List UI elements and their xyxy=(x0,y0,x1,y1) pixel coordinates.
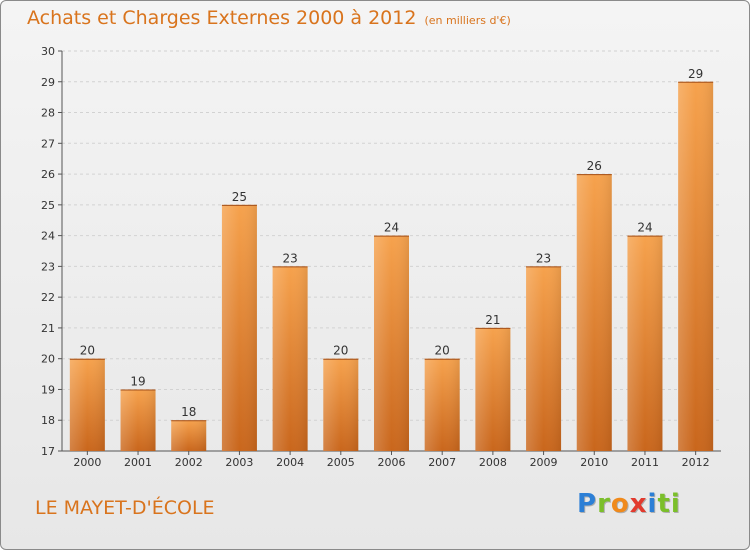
x-tick-label: 2000 xyxy=(73,456,101,469)
bar-shine xyxy=(171,420,207,451)
data-label: 23 xyxy=(536,251,551,265)
y-tick-label: 21 xyxy=(41,322,55,335)
data-label: 20 xyxy=(435,344,450,358)
commune-name: LE MAYET-D'ÉCOLE xyxy=(35,497,215,519)
bar-shine xyxy=(272,266,308,451)
x-tick-label: 2012 xyxy=(682,456,710,469)
y-tick-label: 25 xyxy=(41,199,55,212)
bar-shine xyxy=(374,235,409,451)
bar-shine xyxy=(526,266,562,451)
data-label: 21 xyxy=(485,313,500,327)
bar-shine xyxy=(221,204,257,451)
data-label: 19 xyxy=(130,374,145,388)
label-layer: 20 19 18 25 23 20 24 20 21 23 26 24 29 xyxy=(80,67,704,419)
x-tick-label: 2001 xyxy=(124,456,152,469)
data-label: 24 xyxy=(384,221,399,235)
y-tick-label: 24 xyxy=(41,230,55,243)
y-tick-label: 22 xyxy=(41,291,55,304)
logo-letter: P xyxy=(577,489,598,519)
data-label: 23 xyxy=(282,251,297,265)
x-tick-label: 2005 xyxy=(327,456,355,469)
data-label: 20 xyxy=(80,344,95,358)
logo-letter: i xyxy=(647,489,658,519)
data-label: 24 xyxy=(637,221,652,235)
x-tick-label: 2011 xyxy=(631,456,659,469)
x-tick-label: 2002 xyxy=(175,456,203,469)
x-tick-label: 2010 xyxy=(580,456,608,469)
bar-shine xyxy=(475,327,511,451)
x-tick-label: 2004 xyxy=(276,456,304,469)
logo-letter: x xyxy=(629,489,648,519)
x-tick-label: 2006 xyxy=(378,456,406,469)
chart-title-text: Achats et Charges Externes 2000 à 2012 xyxy=(27,7,417,29)
y-tick-label: 23 xyxy=(41,260,55,273)
y-tick-label: 17 xyxy=(41,445,55,458)
bar-shine xyxy=(424,358,460,451)
y-tick-label: 28 xyxy=(41,107,55,120)
x-tick-label: 2003 xyxy=(225,456,253,469)
logo-letter: ti xyxy=(657,489,681,519)
y-tick-label: 19 xyxy=(41,383,55,396)
data-label: 20 xyxy=(333,344,348,358)
data-label: 25 xyxy=(232,190,247,204)
y-tick-label: 29 xyxy=(41,76,55,89)
data-label: 26 xyxy=(587,159,602,173)
bar-shine xyxy=(576,174,612,452)
y-tick-label: 26 xyxy=(41,168,55,181)
y-tick-label: 30 xyxy=(41,45,55,58)
data-label: 18 xyxy=(181,405,196,419)
data-label: 29 xyxy=(688,67,703,81)
x-tick-label: 2007 xyxy=(428,456,456,469)
x-tick-label: 2008 xyxy=(479,456,507,469)
y-tick-label: 27 xyxy=(41,137,55,150)
bar-shine xyxy=(627,235,663,451)
proxiti-logo: Proxiti xyxy=(577,489,681,519)
x-tick-label: 2009 xyxy=(530,456,558,469)
chart-unit-note: (en milliers d'€) xyxy=(424,14,511,27)
logo-letter: o xyxy=(610,489,630,519)
y-tick-label: 20 xyxy=(41,353,55,366)
bar-shine xyxy=(120,389,156,451)
chart-title: Achats et Charges Externes 2000 à 2012 (e… xyxy=(27,7,511,29)
bar-shine xyxy=(323,358,359,451)
y-tick-label: 18 xyxy=(41,414,55,427)
bar-shine xyxy=(69,358,105,451)
bar-layer xyxy=(69,81,714,452)
bar-shine xyxy=(678,81,714,452)
logo-letter: r xyxy=(597,489,611,519)
